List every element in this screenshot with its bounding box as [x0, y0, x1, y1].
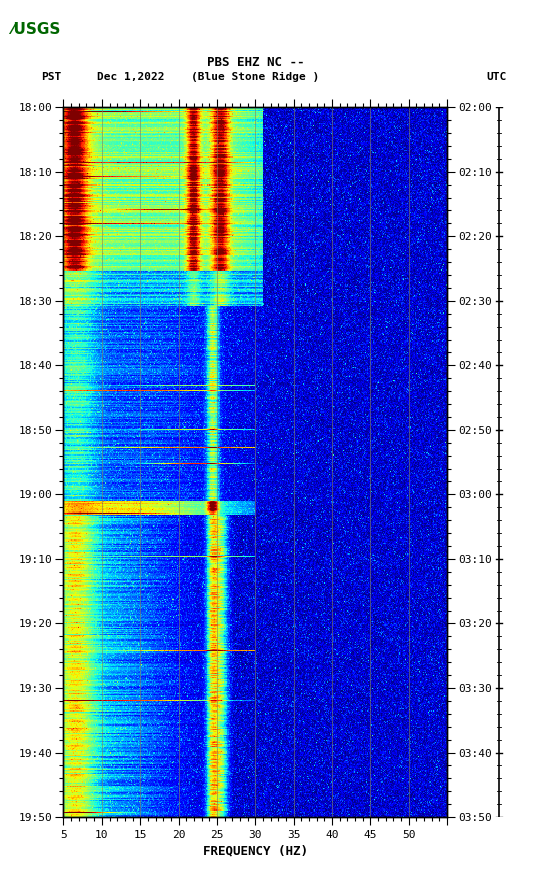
Text: Dec 1,2022: Dec 1,2022 — [97, 72, 164, 82]
Text: UTC: UTC — [487, 72, 507, 82]
X-axis label: FREQUENCY (HZ): FREQUENCY (HZ) — [203, 845, 308, 857]
Text: (Blue Stone Ridge ): (Blue Stone Ridge ) — [191, 72, 320, 82]
Text: PST: PST — [41, 72, 62, 82]
Text: PBS EHZ NC --: PBS EHZ NC -- — [206, 55, 304, 69]
Text: ⁄USGS: ⁄USGS — [11, 22, 60, 38]
